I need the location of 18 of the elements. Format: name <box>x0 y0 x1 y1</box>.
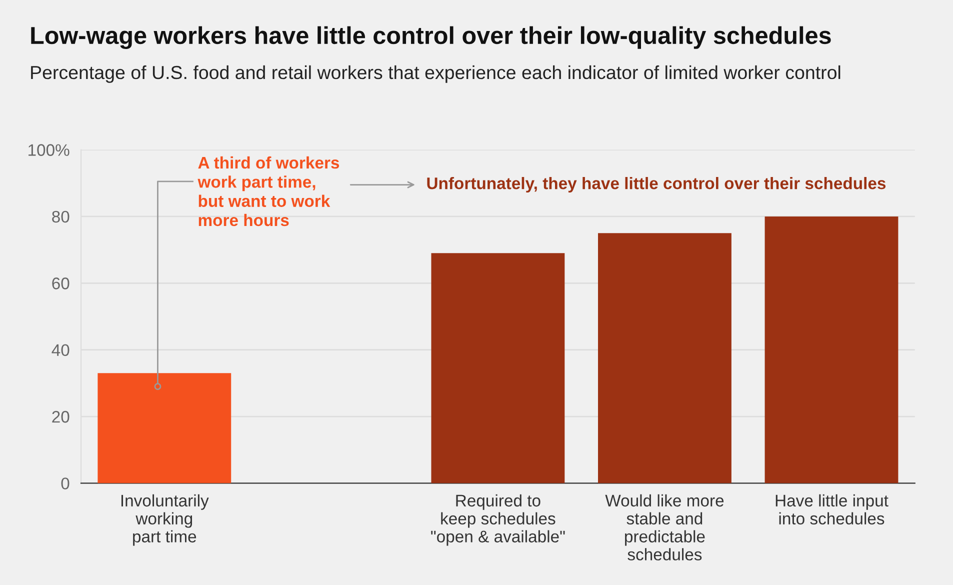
chart-subtitle: Percentage of U.S. food and retail workers that experience each indicator of limited worker control <box>31 65 840 83</box>
annotation: Unfortunately, they have little control over their schedules <box>427 177 886 193</box>
x-tick-label: Have little input into schedules <box>776 494 888 525</box>
x-tick-label: Required to keep schedules "open & available" <box>431 494 565 546</box>
chart-title: Low-wage workers have little control over their low-quality schedules <box>31 26 831 50</box>
y-tick-label: 80 <box>52 210 70 223</box>
y-tick-label: 0 <box>61 478 70 490</box>
bar <box>98 373 232 484</box>
bar <box>431 253 565 484</box>
bar <box>598 233 732 484</box>
y-tick-label: 40 <box>52 344 70 356</box>
x-tick-label: Involuntarily working part time <box>121 494 209 546</box>
x-tick-label: Would like more stable and predictable schedules <box>605 494 724 560</box>
annotation: A third of workers work part time, but want to work more hours <box>198 156 340 226</box>
y-tick-label: 100% <box>28 144 70 156</box>
y-tick-label: 20 <box>52 410 70 423</box>
y-tick-label: 60 <box>52 278 70 290</box>
bar <box>764 216 898 484</box>
